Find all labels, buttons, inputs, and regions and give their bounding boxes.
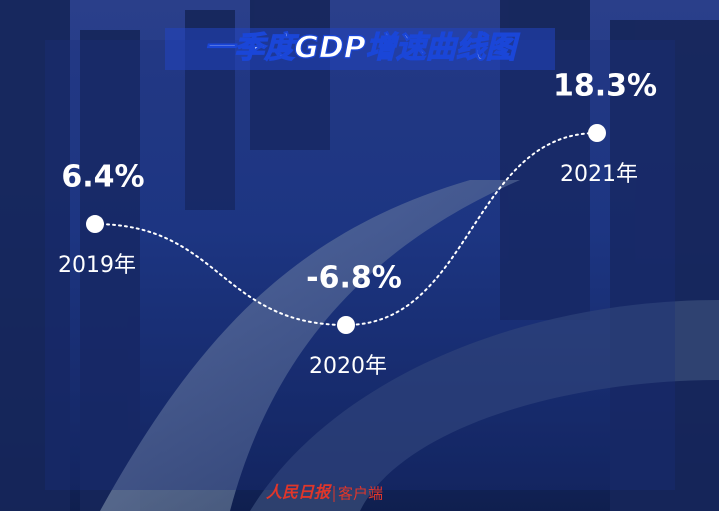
watermark-text: 客户端 (338, 485, 383, 503)
category-label: 2020年 (309, 354, 387, 379)
data-label: -6.8% (306, 261, 402, 296)
data-line (94, 132, 598, 327)
overpass (250, 300, 719, 511)
chart-title: 一季度GDP增速曲线图 (204, 31, 521, 66)
data-label: 6.4% (61, 160, 144, 195)
data-point (588, 124, 606, 142)
data-point (86, 215, 104, 234)
title-banner (165, 28, 555, 70)
data-label: 18.3% (553, 69, 657, 104)
road (100, 180, 520, 511)
category-label: 2019年 (58, 253, 136, 278)
watermark-logo: 人民日报 (266, 484, 332, 502)
data-point (337, 316, 355, 334)
chart-panel (45, 40, 675, 490)
category-label: 2021年 (560, 162, 638, 187)
